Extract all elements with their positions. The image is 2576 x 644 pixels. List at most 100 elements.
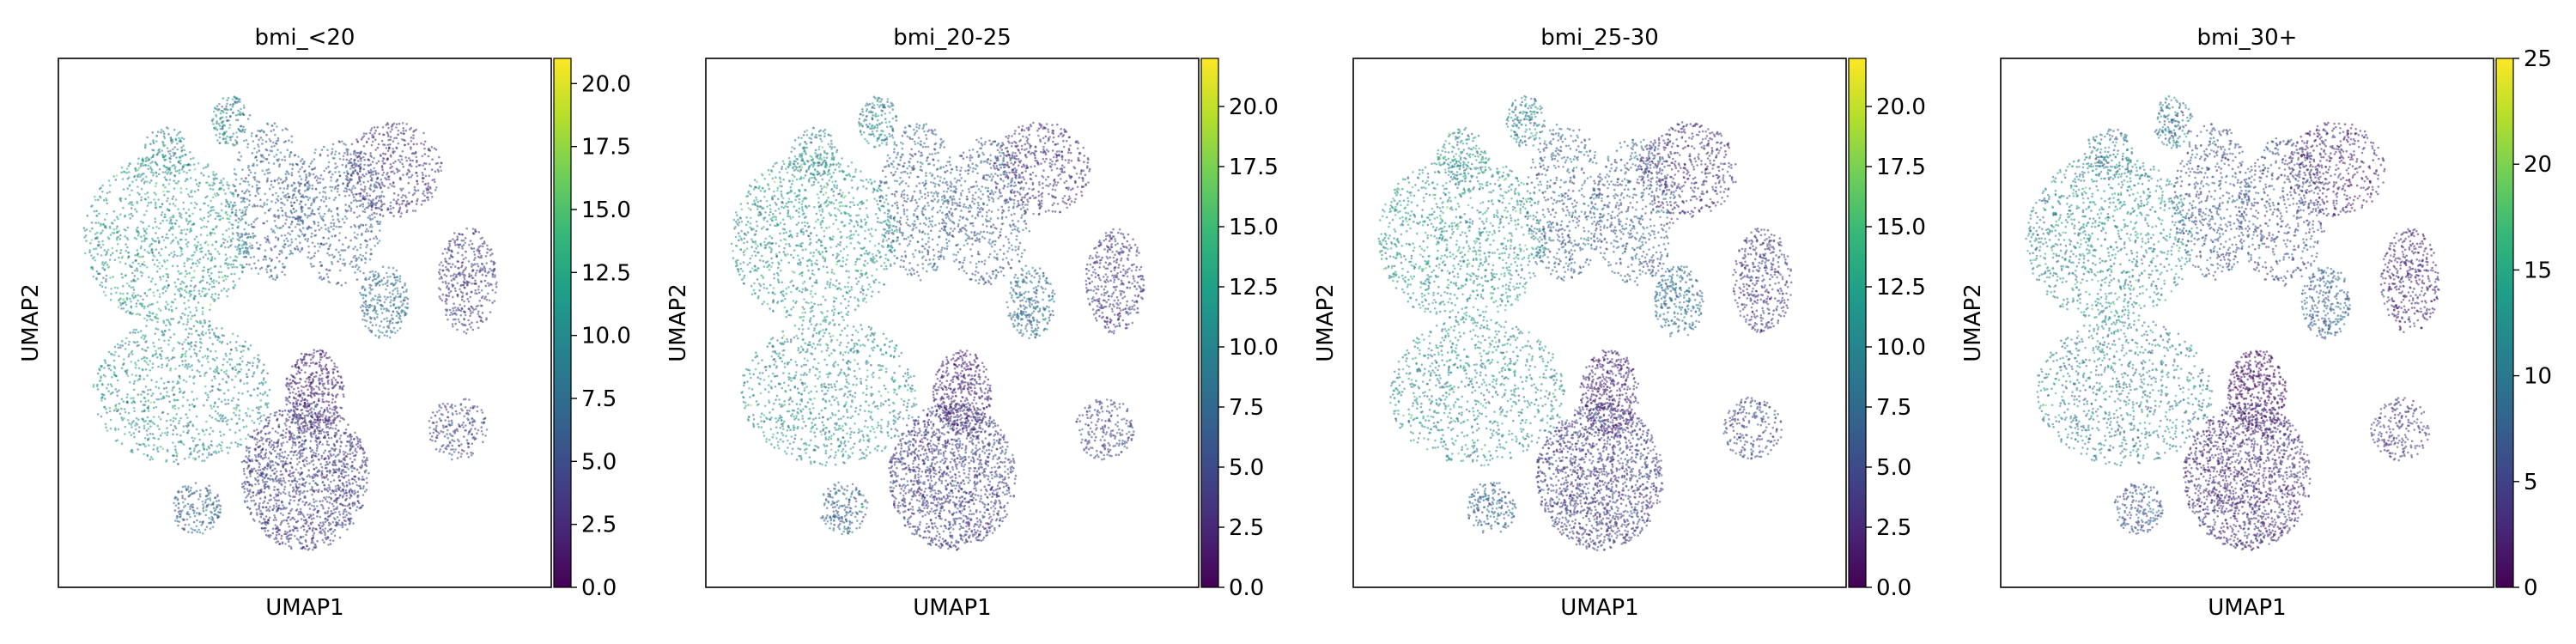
scatter-point bbox=[129, 381, 131, 384]
scatter-point bbox=[294, 495, 296, 498]
scatter-point bbox=[225, 353, 228, 355]
scatter-point bbox=[276, 143, 278, 145]
scatter-point bbox=[317, 222, 319, 224]
scatter-point bbox=[99, 196, 101, 198]
scatter-point bbox=[151, 319, 154, 322]
scatter-point bbox=[262, 206, 264, 209]
scatter-point bbox=[474, 289, 477, 292]
scatter-point bbox=[308, 197, 311, 199]
scatter-point bbox=[211, 390, 214, 392]
scatter-point bbox=[211, 294, 214, 296]
scatter-point bbox=[204, 322, 206, 325]
scatter-point bbox=[106, 213, 108, 216]
scatter-point bbox=[147, 197, 149, 199]
scatter-point bbox=[234, 432, 237, 434]
scatter-point bbox=[283, 274, 286, 276]
scatter-point bbox=[108, 179, 111, 182]
scatter-point bbox=[109, 226, 112, 228]
scatter-point bbox=[280, 471, 283, 473]
scatter-point bbox=[105, 427, 107, 429]
scatter-point bbox=[187, 193, 190, 196]
scatter-point bbox=[425, 162, 428, 165]
scatter-point bbox=[256, 185, 258, 187]
scatter-point bbox=[343, 143, 345, 145]
scatter-point bbox=[167, 259, 169, 262]
scatter-point bbox=[474, 279, 477, 282]
scatter-point bbox=[360, 246, 362, 249]
scatter-point bbox=[252, 221, 255, 223]
scatter-point bbox=[379, 222, 381, 225]
scatter-point bbox=[425, 175, 428, 178]
scatter-point bbox=[116, 174, 118, 177]
scatter-point bbox=[329, 407, 331, 410]
scatter-point bbox=[180, 216, 183, 219]
scatter-point bbox=[387, 149, 390, 152]
scatter-point bbox=[203, 266, 205, 269]
scatter-point bbox=[211, 286, 214, 289]
scatter-point bbox=[150, 420, 153, 422]
scatter-point bbox=[290, 534, 293, 537]
scatter-point bbox=[240, 264, 242, 266]
scatter-point bbox=[356, 182, 359, 185]
scatter-point bbox=[328, 458, 331, 460]
scatter-point bbox=[296, 217, 299, 220]
scatter-point bbox=[370, 223, 373, 226]
scatter-point bbox=[143, 214, 146, 216]
scatter-point bbox=[270, 146, 273, 149]
scatter-point bbox=[94, 259, 96, 262]
scatter-point bbox=[383, 318, 386, 320]
scatter-point bbox=[387, 124, 390, 126]
scatter-point bbox=[355, 264, 358, 266]
scatter-point bbox=[179, 288, 182, 290]
scatter-point bbox=[106, 264, 109, 266]
scatter-point bbox=[381, 204, 384, 206]
scatter-point bbox=[186, 259, 189, 262]
scatter-point bbox=[327, 510, 330, 513]
scatter-point bbox=[482, 321, 484, 324]
scatter-point bbox=[479, 316, 482, 319]
scatter-point bbox=[282, 191, 284, 194]
scatter-point bbox=[453, 241, 456, 244]
scatter-point bbox=[171, 222, 173, 225]
scatter-point bbox=[125, 411, 127, 414]
scatter-point bbox=[188, 404, 191, 406]
scatter-point bbox=[314, 177, 317, 179]
scatter-point bbox=[286, 199, 289, 202]
scatter-point bbox=[461, 323, 464, 325]
scatter-point bbox=[225, 278, 228, 281]
scatter-point bbox=[228, 218, 231, 221]
scatter-point bbox=[413, 192, 416, 195]
scatter-point bbox=[343, 158, 345, 161]
scatter-point bbox=[491, 252, 494, 255]
scatter-point bbox=[182, 202, 185, 204]
scatter-point bbox=[401, 158, 404, 161]
scatter-point bbox=[362, 181, 365, 184]
scatter-point bbox=[255, 494, 258, 496]
scatter-point bbox=[161, 220, 164, 222]
scatter-point bbox=[281, 182, 283, 185]
scatter-point bbox=[241, 235, 244, 238]
scatter-point bbox=[374, 312, 377, 314]
scatter-point bbox=[146, 374, 149, 377]
scatter-point bbox=[458, 267, 460, 270]
scatter-point bbox=[189, 290, 191, 293]
scatter-point bbox=[84, 252, 87, 255]
scatter-point bbox=[119, 238, 122, 240]
scatter-point bbox=[366, 309, 368, 312]
scatter-point bbox=[142, 334, 144, 337]
scatter-point bbox=[157, 438, 160, 440]
scatter-point bbox=[331, 428, 334, 430]
scatter-point bbox=[218, 451, 221, 453]
scatter-point bbox=[197, 162, 200, 165]
scatter-point bbox=[266, 177, 269, 179]
scatter-point bbox=[192, 398, 195, 401]
scatter-point bbox=[246, 146, 249, 149]
scatter-point bbox=[284, 159, 287, 161]
scatter-point bbox=[157, 198, 160, 201]
scatter-point bbox=[110, 293, 112, 295]
scatter-point bbox=[272, 186, 275, 189]
scatter-point bbox=[165, 236, 167, 239]
scatter-point bbox=[359, 193, 361, 196]
scatter-point bbox=[133, 401, 136, 404]
scatter-point bbox=[377, 296, 380, 299]
